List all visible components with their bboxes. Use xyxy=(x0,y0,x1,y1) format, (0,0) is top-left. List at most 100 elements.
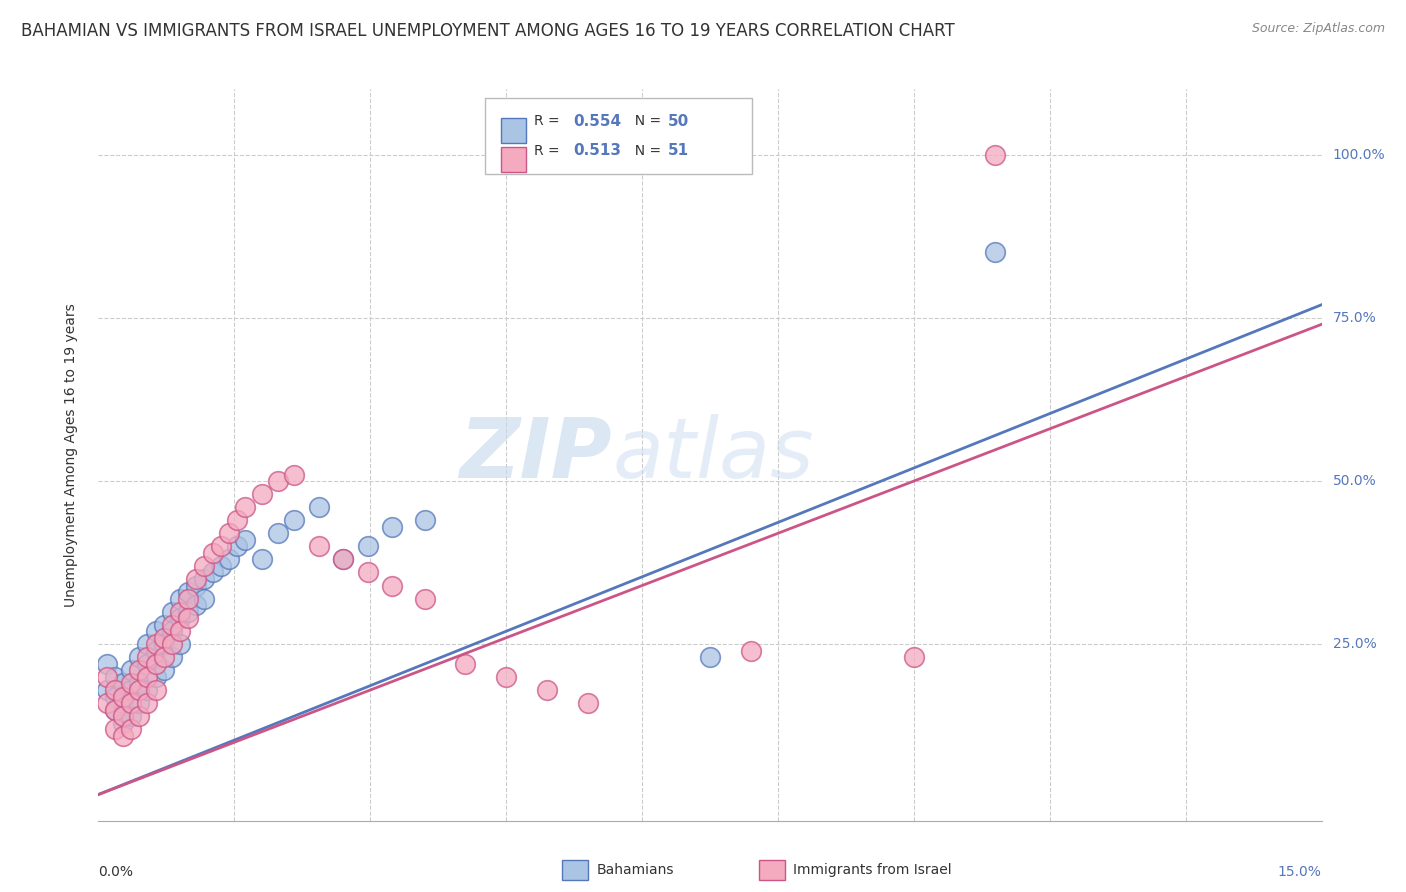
Point xyxy=(104,683,127,698)
Point xyxy=(128,709,150,723)
Point xyxy=(193,558,215,573)
Point xyxy=(152,617,174,632)
Point xyxy=(160,637,183,651)
Text: 25.0%: 25.0% xyxy=(1333,637,1376,651)
Point xyxy=(193,591,215,606)
Text: 50.0%: 50.0% xyxy=(1333,474,1376,488)
Point xyxy=(193,572,215,586)
Point xyxy=(267,474,290,488)
Point xyxy=(250,487,273,501)
Point xyxy=(903,650,925,665)
Point xyxy=(160,650,183,665)
Point xyxy=(152,631,174,645)
Point xyxy=(152,637,174,651)
Point xyxy=(128,676,150,690)
Point xyxy=(145,637,167,651)
Point xyxy=(111,709,134,723)
Point xyxy=(495,670,517,684)
Point xyxy=(120,664,142,678)
Point xyxy=(169,605,191,619)
Point xyxy=(136,650,159,665)
Text: 100.0%: 100.0% xyxy=(1333,147,1385,161)
Point xyxy=(120,696,142,710)
Text: 15.0%: 15.0% xyxy=(1278,864,1322,879)
Text: BAHAMIAN VS IMMIGRANTS FROM ISRAEL UNEMPLOYMENT AMONG AGES 16 TO 19 YEARS CORREL: BAHAMIAN VS IMMIGRANTS FROM ISRAEL UNEMP… xyxy=(21,22,955,40)
Point xyxy=(250,552,273,566)
Point xyxy=(177,611,200,625)
Point xyxy=(984,147,1007,161)
Point xyxy=(111,729,134,743)
Point xyxy=(96,670,118,684)
Point xyxy=(283,513,305,527)
Point xyxy=(160,617,183,632)
Point xyxy=(111,676,134,690)
Point xyxy=(96,696,118,710)
Point xyxy=(201,566,224,580)
Point xyxy=(152,650,174,665)
Point xyxy=(332,552,354,566)
Point xyxy=(233,500,256,515)
Text: N =: N = xyxy=(626,144,665,158)
Point xyxy=(233,533,256,547)
Point xyxy=(283,467,305,482)
Point xyxy=(576,696,599,710)
Point xyxy=(226,539,249,553)
Point xyxy=(136,657,159,671)
Point xyxy=(218,552,240,566)
Point xyxy=(169,624,191,639)
Point xyxy=(381,520,404,534)
Point xyxy=(111,696,134,710)
Point xyxy=(356,539,378,553)
Point xyxy=(136,683,159,698)
Point xyxy=(699,650,721,665)
Point xyxy=(96,683,118,698)
Text: R =: R = xyxy=(534,114,564,128)
Text: Source: ZipAtlas.com: Source: ZipAtlas.com xyxy=(1251,22,1385,36)
Point xyxy=(186,572,208,586)
Point xyxy=(332,552,354,566)
Text: atlas: atlas xyxy=(612,415,814,495)
Point xyxy=(536,683,558,698)
Point xyxy=(177,605,200,619)
Point xyxy=(226,513,249,527)
Point xyxy=(120,723,142,737)
Point xyxy=(120,676,142,690)
Point xyxy=(145,683,167,698)
Text: 51: 51 xyxy=(668,144,689,158)
Text: N =: N = xyxy=(626,114,665,128)
Point xyxy=(104,670,127,684)
Point xyxy=(177,591,200,606)
Text: 0.554: 0.554 xyxy=(574,114,621,128)
Point xyxy=(160,624,183,639)
Text: Immigrants from Israel: Immigrants from Israel xyxy=(793,863,952,877)
Point xyxy=(308,539,330,553)
Point xyxy=(120,683,142,698)
Point xyxy=(308,500,330,515)
Point xyxy=(169,611,191,625)
Point xyxy=(186,578,208,592)
Point xyxy=(209,558,232,573)
Point xyxy=(136,637,159,651)
Point xyxy=(740,644,762,658)
Point xyxy=(104,703,127,717)
Point xyxy=(169,637,191,651)
Point xyxy=(128,650,150,665)
Point xyxy=(120,709,142,723)
Text: Bahamians: Bahamians xyxy=(596,863,673,877)
Point xyxy=(111,715,134,730)
Point xyxy=(267,526,290,541)
Point xyxy=(128,664,150,678)
Point xyxy=(381,578,404,592)
Point xyxy=(356,566,378,580)
Point xyxy=(413,513,436,527)
Point xyxy=(145,624,167,639)
Point xyxy=(145,657,167,671)
Text: R =: R = xyxy=(534,144,564,158)
Point xyxy=(201,546,224,560)
Point xyxy=(145,670,167,684)
Point xyxy=(111,690,134,704)
Text: ZIP: ZIP xyxy=(460,415,612,495)
Point xyxy=(136,670,159,684)
Point xyxy=(186,598,208,612)
Point xyxy=(177,585,200,599)
